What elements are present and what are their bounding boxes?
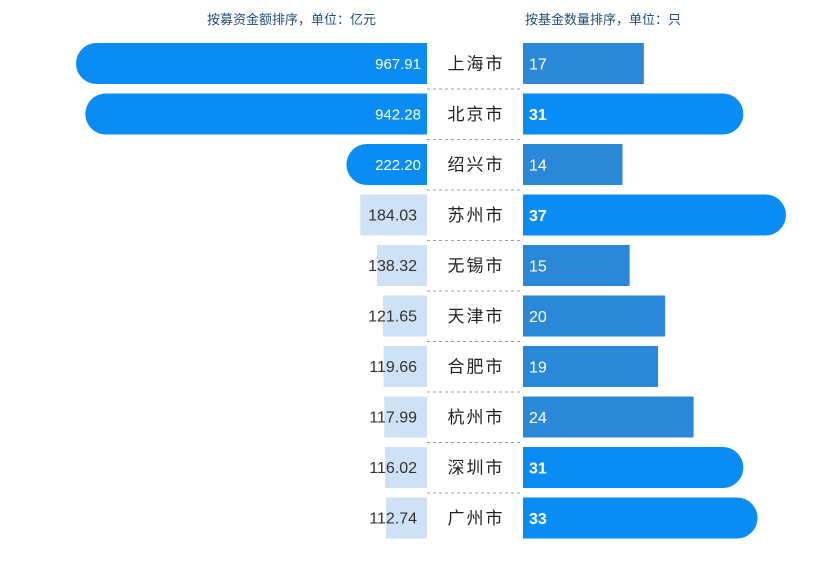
count-label: 24: [529, 410, 547, 427]
city-label: 合肥市: [448, 358, 505, 378]
city-label: 杭州市: [448, 408, 505, 428]
city-label: 苏州市: [448, 206, 505, 226]
right-header: 按基金数量排序，单位：只: [525, 13, 682, 28]
city-label: 深圳市: [448, 459, 505, 479]
amount-bar: [376, 245, 427, 286]
amount-label: 121.65: [368, 309, 417, 326]
count-bar: [523, 396, 694, 438]
amount-label: 119.66: [369, 359, 417, 376]
count-bar: [523, 194, 786, 236]
count-label: 19: [529, 360, 547, 377]
city-label: 广州市: [448, 509, 505, 529]
amount-label: 112.74: [369, 511, 417, 528]
city-label: 绍兴市: [448, 156, 505, 176]
city-label: 北京市: [448, 105, 505, 125]
count-label: 20: [529, 309, 547, 326]
amount-label: 942.28: [375, 107, 421, 124]
count-bar: [523, 497, 758, 539]
count-bar: [523, 346, 659, 387]
amount-bar: [85, 93, 428, 135]
amount-bar: [383, 346, 427, 387]
amount-label: 222.20: [375, 157, 421, 174]
amount-bar: [75, 43, 427, 84]
count-bar: [523, 43, 644, 84]
amount-label: 138.32: [368, 258, 417, 275]
count-label: 37: [529, 208, 547, 225]
count-bar: [523, 245, 630, 286]
count-bar: [523, 295, 666, 337]
amount-label: 967.91: [375, 56, 421, 73]
count-label: 14: [529, 158, 547, 175]
count-bar: [523, 93, 744, 135]
amount-label: 116.02: [369, 460, 417, 477]
amount-bar: [384, 447, 427, 488]
count-label: 31: [529, 461, 547, 478]
amount-label: 117.99: [369, 410, 417, 427]
city-label: 天津市: [448, 307, 505, 327]
count-bar: [523, 447, 744, 488]
amount-bar: [386, 497, 427, 539]
amount-bar: [360, 194, 427, 236]
amount-bar: [384, 396, 427, 438]
city-label: 无锡市: [448, 257, 505, 277]
count-label: 31: [529, 107, 547, 124]
count-label: 15: [529, 259, 547, 276]
amount-bar: [382, 295, 427, 337]
left-header: 按募资金额排序，单位：亿元: [207, 13, 377, 28]
count-bar: [523, 144, 623, 185]
amount-bar: [346, 144, 427, 185]
amount-label: 184.03: [368, 208, 417, 225]
city-label: 上海市: [448, 55, 505, 75]
count-label: 33: [529, 511, 547, 528]
count-label: 17: [529, 57, 547, 74]
